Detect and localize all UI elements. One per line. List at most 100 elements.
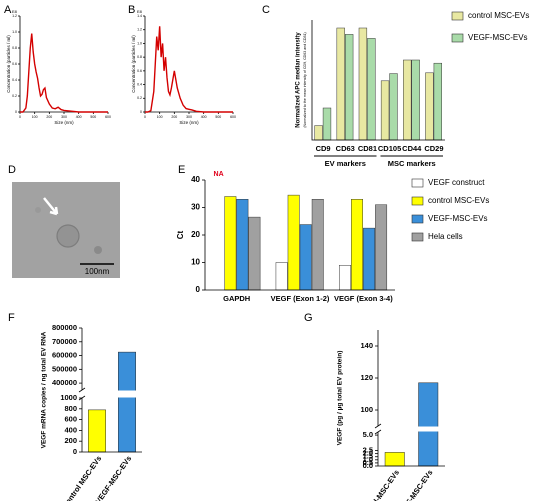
x-tick-label: 200 (171, 115, 177, 119)
legend-swatch (451, 33, 464, 43)
legend-swatch (451, 11, 464, 21)
y-tick-label: 0.5 (363, 458, 373, 467)
x-tick-label: 0 (144, 115, 146, 119)
bar (425, 72, 434, 141)
bar (275, 262, 288, 291)
x-tick-label: GAPDH (223, 294, 250, 303)
size-distribution (20, 33, 108, 113)
y-tick-label: 0.4 (137, 82, 142, 86)
legend-label: control MSC-EVs (428, 196, 489, 205)
bar (248, 216, 261, 291)
y-tick-label: 1.4 (137, 14, 142, 18)
axes (204, 180, 395, 291)
group-label: EV markers (325, 159, 366, 168)
y-tick-label: 200 (64, 436, 77, 445)
panel-label: G (304, 312, 313, 324)
bar (118, 351, 136, 453)
bar (380, 80, 390, 141)
y-tick-label: 0.0 (363, 461, 373, 470)
axes (144, 16, 233, 113)
y-tick-label: 1.0 (137, 41, 142, 45)
y-tick-label: 600000 (52, 351, 77, 360)
x-tick-label: CD105 (378, 144, 401, 153)
y-tick-label: 700000 (52, 337, 77, 346)
y-unit: E8 (137, 9, 143, 14)
y-axis-label: VEGF mRNA copies / ng total EV RNA (41, 331, 48, 448)
bar (358, 27, 368, 141)
y-tick-label: 0.8 (137, 55, 142, 59)
y-tick-label: 0.8 (12, 46, 17, 50)
x-tick-label: CD44 (402, 144, 422, 153)
bar (287, 194, 300, 291)
legend-swatch (411, 214, 424, 224)
x-tick-label: 600 (230, 115, 236, 119)
y-tick-label: 10 (191, 258, 200, 267)
y-tick-label: 140 (360, 341, 373, 350)
panel-label: D (8, 164, 16, 176)
bar (367, 38, 376, 141)
x-axis-label: Size (nm) (179, 120, 199, 125)
x-tick-label: 300 (186, 115, 192, 119)
panel-label: A (4, 4, 12, 16)
y-tick-label: 0 (196, 285, 201, 294)
y-axis-label: Concentration (particles / ml) (6, 35, 11, 93)
x-tick-label: 300 (61, 115, 67, 119)
y-tick-label: 400000 (52, 378, 77, 387)
x-tick-label: 100 (157, 115, 163, 119)
y-tick-label: 0.2 (137, 96, 142, 100)
y-tick-label: 40 (191, 175, 200, 184)
y-axis-label: Concentration (particles / ml) (131, 35, 136, 93)
y-tick-label: 5.0 (363, 430, 373, 439)
bar (411, 59, 420, 141)
bar (322, 107, 332, 141)
legend-label: Hela cells (428, 232, 463, 241)
y-tick-label: 0 (140, 110, 142, 114)
x-tick-label: 400 (201, 115, 207, 119)
panel-label: B (128, 4, 135, 16)
arrow (43, 197, 59, 216)
y-axis-label: Normalized APC median intensity (296, 32, 302, 128)
y-tick-label: 0.6 (137, 69, 142, 73)
particle (94, 246, 102, 254)
bar (345, 34, 354, 141)
axis-break (78, 390, 142, 398)
bar (433, 62, 442, 141)
particle (35, 207, 41, 213)
y-tick-label: 0.6 (12, 62, 17, 66)
x-tick-label: 600 (105, 115, 111, 119)
legend-label: VEGF-MSC-EVs (468, 33, 528, 42)
x-tick-label: Control-MSC-EVs (358, 468, 401, 501)
x-tick-label: CD9 (316, 144, 331, 153)
x-tick-label: VEGF (Exon 1-2) (271, 294, 330, 303)
axes (311, 20, 445, 141)
legend-label: VEGF construct (428, 178, 485, 187)
y-tick-label: 1.5 (363, 452, 373, 461)
y-tick-label: 1.0 (12, 30, 17, 34)
y-tick-label: 120 (360, 373, 373, 382)
y-tick-label: 0.2 (12, 94, 17, 98)
legend-swatch (411, 196, 424, 206)
y-axis-label: VEGF (pg / µg total EV protein) (337, 351, 344, 446)
y-tick-label: 1.2 (12, 14, 17, 18)
y-axis-subtitle: (Normalized to the mean intensity of CD9… (303, 32, 307, 127)
legend-swatch (411, 178, 424, 188)
y-tick-label: 0 (73, 447, 77, 456)
scale-bar-label: 100nm (85, 267, 110, 276)
panel-label: E (178, 164, 185, 176)
bar (384, 452, 405, 467)
bar (363, 227, 376, 291)
bar (224, 196, 237, 291)
legend-label: control MSC-EVs (468, 11, 529, 20)
y-tick-label: 0.4 (12, 78, 17, 82)
y-unit: E8 (12, 9, 18, 14)
bar (339, 265, 351, 291)
x-tick-label: 400 (76, 115, 82, 119)
bar (403, 59, 412, 141)
bar (351, 199, 363, 291)
bar (88, 409, 106, 453)
axis-break (374, 426, 445, 432)
y-tick-label: 400 (64, 425, 77, 434)
y-tick-label: 2.5 (363, 446, 373, 455)
bar (311, 199, 324, 291)
